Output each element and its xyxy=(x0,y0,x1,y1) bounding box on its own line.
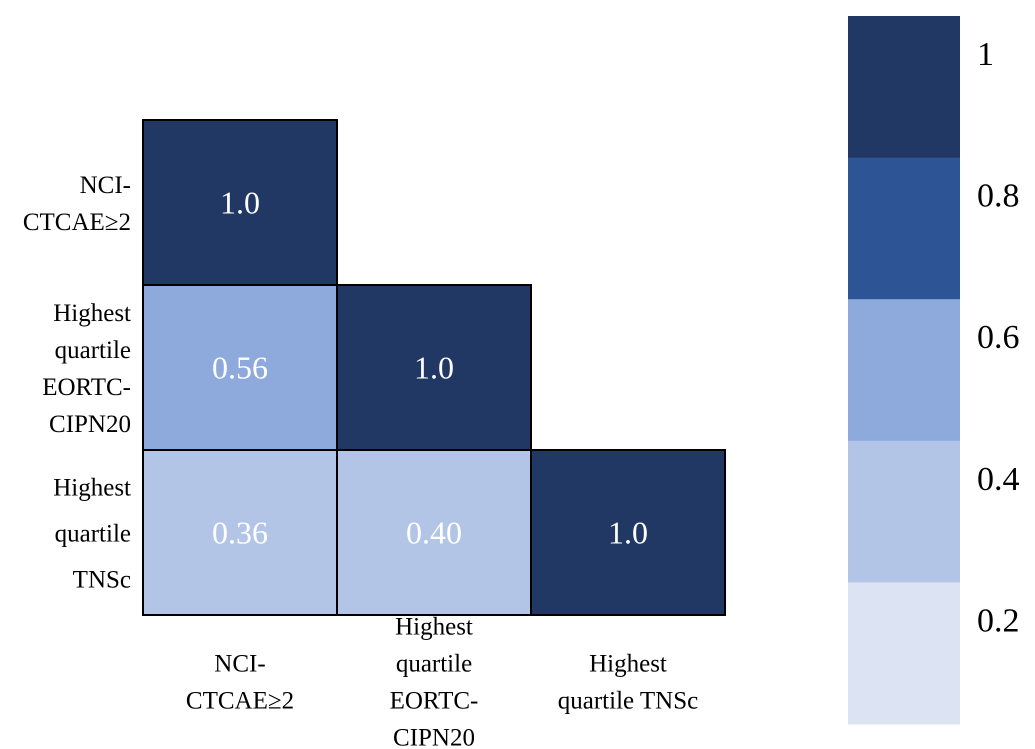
row-label-0: NCI-CTCAE≥2 xyxy=(23,172,131,236)
heatmap-cells: 1.0 0.56 1.0 0.36 0.40 1.0 xyxy=(142,119,726,616)
row-labels: NCI-CTCAE≥2 Highest quartile EORTC-CIPN20 Hi… xyxy=(23,172,131,594)
colorbar-tick-label-2: 0.6 xyxy=(977,319,1020,356)
colorbar-tick-label-4: 0.2 xyxy=(977,602,1020,639)
colorbar-segment-1 xyxy=(848,157,960,300)
colorbar-tick-label-0: 1 xyxy=(977,36,994,73)
colorbar-segment-2 xyxy=(848,299,960,442)
heatmap-cell-r2-c2 xyxy=(530,449,726,616)
cell-value-r2-c2: 1.0 xyxy=(608,515,648,551)
heatmap-cell-r0-c0 xyxy=(142,119,338,286)
colorbar-segment-0 xyxy=(848,16,960,159)
heatmap-cell-r1-c0 xyxy=(142,284,338,451)
cell-value-r1-c1: 1.0 xyxy=(414,350,454,386)
heatmap-cell-r2-c1 xyxy=(336,449,532,616)
cell-value-r1-c0: 0.56 xyxy=(212,350,268,386)
colorbar-segment-3 xyxy=(848,440,960,583)
colorbar-tick-label-3: 0.4 xyxy=(977,461,1020,498)
colorbar: 1 0.8 0.6 0.4 0.2 xyxy=(848,16,1020,725)
column-label-1: Highest quartile EORTC-CIPN20 xyxy=(390,614,479,749)
heatmap-cell-r1-c1 xyxy=(336,284,532,451)
row-label-2: Highest quartile TNSc xyxy=(53,475,131,594)
column-labels: NCI-CTCAE≥2 Highest quartile EORTC-CIPN20 Hi… xyxy=(186,614,698,749)
column-label-2: Highest quartile TNSc xyxy=(558,651,698,715)
column-label-0: NCI-CTCAE≥2 xyxy=(186,651,294,715)
heatmap-cell-r2-c0 xyxy=(142,449,338,616)
cell-value-r2-c0: 0.36 xyxy=(212,515,268,551)
cell-value-r0-c0: 1.0 xyxy=(220,185,260,221)
colorbar-tick-label-1: 0.8 xyxy=(977,178,1020,215)
row-label-1: Highest quartile EORTC-CIPN20 xyxy=(42,300,131,438)
cell-value-r2-c1: 0.40 xyxy=(406,515,462,551)
colorbar-segment-4 xyxy=(848,582,960,725)
